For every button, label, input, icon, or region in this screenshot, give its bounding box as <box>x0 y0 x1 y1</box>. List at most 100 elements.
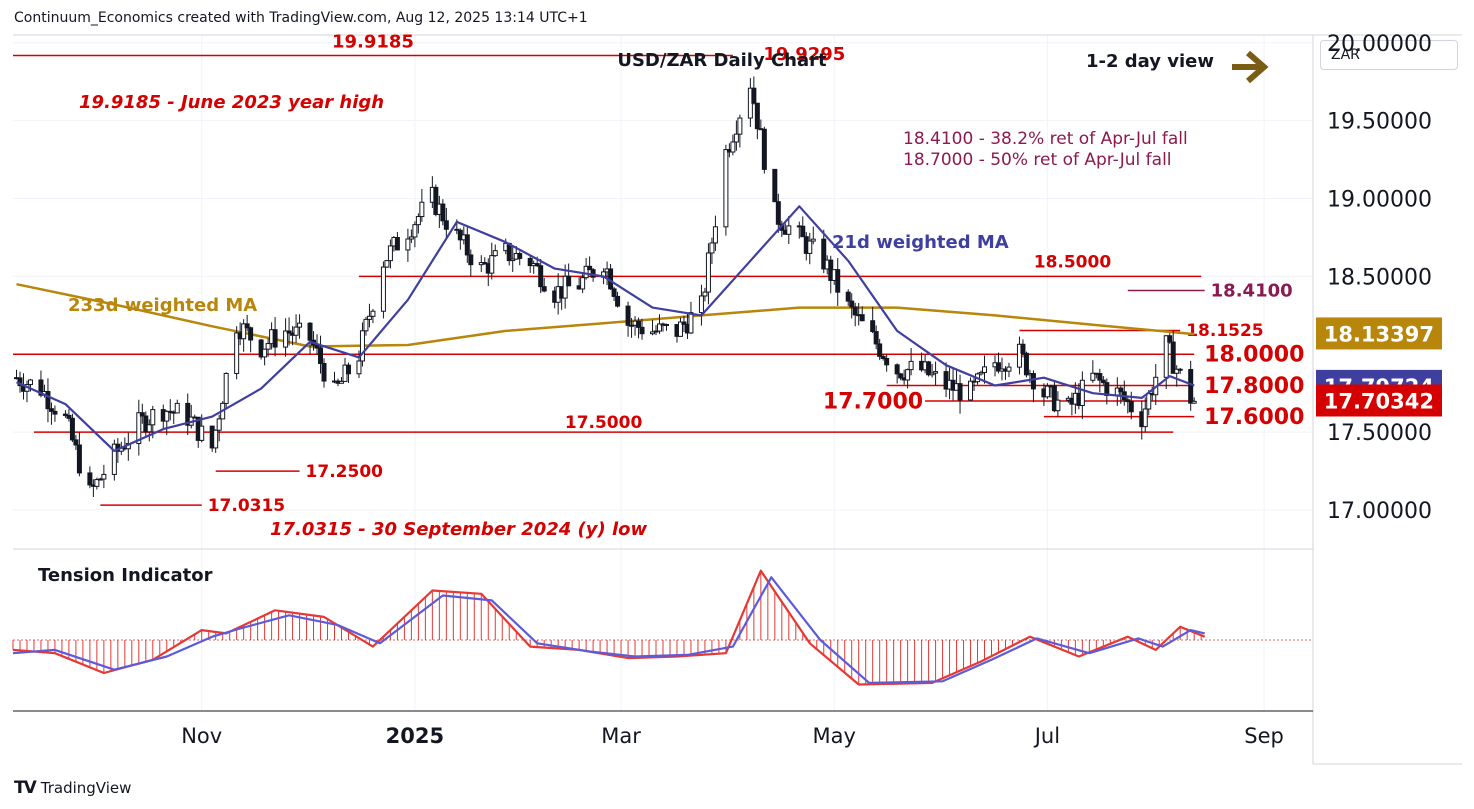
candle-body <box>408 236 414 240</box>
candle-body <box>234 332 240 374</box>
candle <box>111 439 117 481</box>
price-tick-label: 17.50000 <box>1327 421 1432 446</box>
candle <box>415 213 421 234</box>
candle-body <box>199 425 205 441</box>
candle-body <box>615 295 621 307</box>
candle <box>898 372 904 381</box>
ma233-path <box>16 282 1195 348</box>
candle <box>587 256 593 271</box>
candle-body <box>517 253 523 259</box>
time-axis: Nov 2025 Mar May Jul Sep <box>181 724 1284 748</box>
candle-body <box>534 263 540 267</box>
level-label: 17.7000 <box>823 389 923 414</box>
candle-body <box>566 275 572 287</box>
candle-body <box>1097 373 1103 381</box>
candle-body <box>380 266 386 312</box>
candle-body <box>587 265 593 271</box>
candle <box>73 434 79 450</box>
tradingview-logo-text: TradingView <box>40 779 132 797</box>
candle-body <box>433 186 439 215</box>
candle-body <box>926 361 932 376</box>
candle <box>394 232 400 251</box>
tension-red-line <box>12 569 1206 686</box>
candle <box>849 293 855 319</box>
candle <box>636 317 642 339</box>
candle-body <box>1044 385 1050 398</box>
candle <box>995 352 1001 374</box>
candle-body <box>265 343 271 350</box>
candle <box>761 126 767 174</box>
candle-body <box>146 424 152 433</box>
candle <box>146 419 152 442</box>
candle <box>489 242 495 280</box>
candle <box>482 257 488 265</box>
candle <box>835 258 841 306</box>
candle <box>737 114 743 148</box>
candle <box>884 354 890 372</box>
candle <box>139 403 145 424</box>
candle <box>845 289 851 306</box>
candle-body <box>978 371 984 375</box>
candle-body <box>538 265 544 288</box>
candle-body <box>366 315 372 320</box>
tension-indicator-title: Tension Indicator <box>38 565 213 586</box>
candle-body <box>884 357 890 366</box>
candle-body <box>248 327 254 341</box>
candle-body <box>870 320 876 333</box>
candle <box>45 378 51 423</box>
candle <box>419 188 425 222</box>
candle <box>185 393 191 435</box>
candle <box>366 303 372 328</box>
candle <box>408 229 414 243</box>
candle-body <box>405 238 411 251</box>
candle-body <box>562 275 568 299</box>
candle-body <box>241 323 247 340</box>
candle-body <box>1142 408 1148 428</box>
candle-body <box>733 133 739 143</box>
candle-body <box>443 220 449 230</box>
candle <box>1023 351 1029 378</box>
candle <box>957 374 963 414</box>
candle <box>615 291 621 308</box>
candle <box>380 261 386 319</box>
candle <box>363 316 369 336</box>
candle-body <box>933 371 939 374</box>
candle-body <box>363 318 369 332</box>
candle-body <box>1079 379 1085 406</box>
candle <box>69 413 75 443</box>
candle <box>1097 368 1103 393</box>
candle <box>143 411 149 437</box>
currency-button[interactable]: ZAR <box>1320 40 1458 70</box>
candle-body <box>419 201 425 218</box>
time-tick-label: Jul <box>1033 724 1060 748</box>
candle-body <box>653 330 659 333</box>
level-label: 18.5000 <box>1034 252 1112 272</box>
candle <box>1142 397 1148 433</box>
candle-body <box>48 408 54 412</box>
candle-body <box>27 379 33 386</box>
candle-body <box>1174 368 1180 374</box>
candle <box>94 477 100 490</box>
candle-body <box>1118 387 1124 393</box>
candle-body <box>101 473 107 480</box>
candle-body <box>737 117 743 135</box>
ma21-label: 21d weighted MA <box>832 232 1009 253</box>
candle <box>698 284 704 326</box>
candle <box>943 362 949 398</box>
candle <box>17 371 23 393</box>
candle <box>412 221 418 248</box>
candle <box>433 184 439 217</box>
candle <box>1188 360 1194 411</box>
candle-body <box>1163 335 1169 378</box>
level-label: 19.9185 <box>332 31 414 52</box>
candle <box>359 322 365 367</box>
candle <box>650 319 656 336</box>
ma233-line <box>16 282 1195 348</box>
candle <box>908 348 914 376</box>
candle <box>653 325 659 336</box>
annotation-sept-2024-low: 17.0315 - 30 September 2024 (y) low <box>270 519 648 540</box>
candle <box>387 239 393 269</box>
tension-pane <box>12 569 1313 686</box>
level-label: 17.0315 <box>208 496 285 516</box>
